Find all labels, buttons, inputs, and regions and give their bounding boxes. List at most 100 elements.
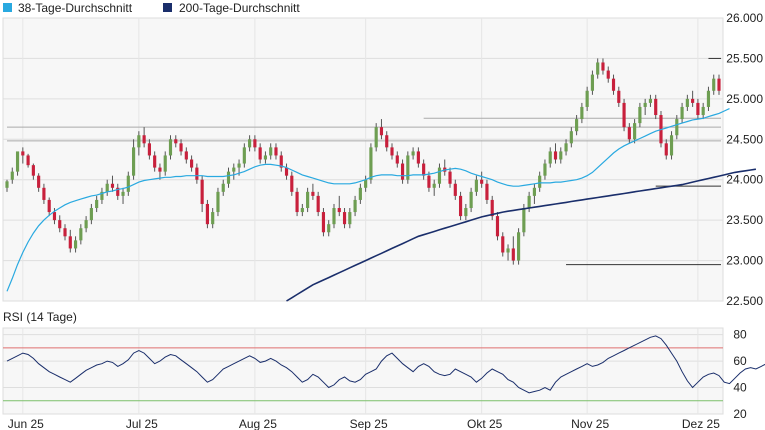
candle-body: [221, 183, 225, 192]
price-y-tick-label: 26.000: [726, 11, 763, 25]
candle-body: [427, 175, 431, 188]
rsi-title: RSI (14 Tage): [3, 310, 77, 324]
x-tick-label: Jun 25: [8, 417, 44, 430]
price-plot-area: [2, 17, 724, 302]
candle-body: [110, 183, 115, 188]
candle-body: [622, 102, 626, 128]
candle-body: [216, 191, 220, 213]
candle-body: [575, 119, 579, 132]
candle-body: [406, 155, 410, 180]
x-tick-label: Sep 25: [350, 417, 388, 430]
candle-body: [495, 216, 500, 237]
candle-body: [664, 143, 668, 156]
candle-body: [633, 123, 637, 140]
candle-body: [100, 191, 104, 200]
candle-body: [480, 179, 484, 184]
candle-body: [68, 236, 72, 249]
legend-label-ma200: 200-Tage-Durchschnitt: [179, 1, 300, 15]
candle-body: [369, 147, 373, 180]
x-tick-label: Dez 25: [682, 417, 720, 430]
candle-body: [131, 147, 136, 176]
candle-body: [63, 228, 67, 237]
candle-body: [84, 220, 88, 229]
candle-body: [469, 191, 473, 209]
candle-body: [5, 181, 9, 188]
candle-body: [585, 90, 589, 107]
legend-label-ma38: 38-Tage-Durchschnitt: [18, 1, 133, 15]
candle-body: [517, 232, 521, 261]
candle-body: [300, 208, 304, 213]
price-y-tick-label: 25.500: [726, 51, 763, 65]
candle-body: [153, 155, 157, 168]
candle-body: [538, 175, 542, 188]
candle-body: [327, 224, 331, 233]
candle-body: [263, 155, 268, 160]
candle-body: [321, 212, 326, 233]
x-axis: Jun 25 Jul 25 Aug 25 Sep 25 Okt 25 Nov 25 Dez …: [8, 417, 720, 430]
price-y-tick-label: 24.000: [726, 173, 763, 187]
candle-body: [490, 199, 494, 217]
candle-body: [105, 183, 109, 192]
x-tick-label: Jul 25: [126, 417, 158, 430]
candle-body: [501, 236, 505, 253]
price-y-tick-label: 25.000: [726, 92, 763, 106]
rsi-line: [6, 335, 765, 394]
candle-body: [37, 175, 41, 188]
candle-body: [474, 179, 478, 192]
candle-body: [379, 127, 384, 136]
candle-body: [606, 70, 610, 79]
rsi-plot-area: [2, 327, 724, 415]
candle-body: [147, 143, 151, 156]
price-y-tick-label: 22.500: [726, 294, 763, 308]
candle-body: [590, 74, 595, 91]
candle-body: [696, 102, 700, 116]
candle-body: [237, 163, 241, 168]
candle-body: [42, 187, 46, 200]
candle-body: [706, 90, 711, 107]
price-y-tick-label: 23.500: [726, 213, 763, 227]
candle-body: [342, 212, 347, 225]
ma38-line: [6, 108, 730, 292]
candle-body: [617, 90, 621, 103]
candle-body: [269, 147, 273, 156]
rsi-plot-background: [2, 327, 724, 415]
candle-body: [316, 195, 320, 213]
candle-body: [179, 143, 183, 152]
candle-body: [569, 131, 573, 144]
candle-body: [311, 191, 315, 196]
candle-body: [553, 151, 558, 160]
x-tick-label: Okt 25: [467, 417, 503, 430]
candle-body: [52, 212, 57, 221]
candle-body: [596, 62, 600, 75]
candle-body: [685, 98, 689, 107]
candle-body: [290, 175, 294, 192]
candle-body: [253, 139, 257, 148]
candle-body: [274, 147, 278, 156]
candle-body: [79, 228, 83, 241]
candle-body: [337, 208, 341, 213]
candle-body: [21, 151, 25, 156]
candle-body: [47, 199, 51, 213]
candle-body: [485, 183, 489, 200]
candle-body: [527, 195, 531, 209]
candle-body: [158, 167, 162, 172]
candle-body: [648, 98, 653, 103]
candle-body: [464, 208, 468, 217]
x-tick-label: Nov 25: [571, 417, 609, 430]
candle-body: [232, 167, 236, 172]
candle-body: [205, 203, 209, 225]
candle-body: [137, 135, 141, 148]
candle-body: [532, 187, 536, 196]
candle-body: [691, 98, 695, 103]
candle-body: [226, 171, 231, 184]
candle-body: [701, 106, 705, 116]
candle-body: [358, 187, 362, 200]
candle-body: [26, 155, 30, 166]
candle-body: [564, 143, 568, 152]
candle-body: [73, 240, 78, 249]
candle-body: [717, 78, 721, 91]
candle-body: [432, 183, 436, 188]
candle-body: [543, 163, 547, 176]
candle-body: [348, 212, 352, 225]
